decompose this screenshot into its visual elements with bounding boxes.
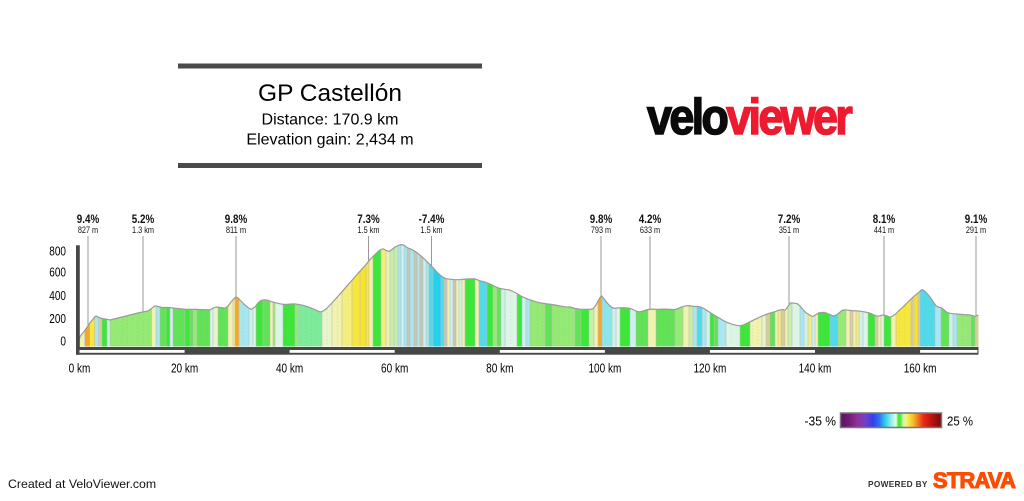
svg-text:0: 0 bbox=[60, 334, 66, 349]
svg-text:-35 %: -35 % bbox=[805, 414, 837, 429]
svg-text:-7.4%: -7.4% bbox=[419, 212, 445, 226]
svg-text:9.8%: 9.8% bbox=[225, 212, 248, 226]
svg-text:120 km: 120 km bbox=[694, 361, 727, 376]
svg-text:9.8%: 9.8% bbox=[590, 212, 613, 226]
svg-text:9.1%: 9.1% bbox=[965, 212, 988, 226]
svg-text:GP Castellón: GP Castellón bbox=[258, 80, 402, 107]
svg-text:600: 600 bbox=[49, 265, 66, 280]
svg-text:200: 200 bbox=[49, 311, 66, 326]
svg-text:1.3 km: 1.3 km bbox=[132, 225, 154, 236]
svg-text:291 m: 291 m bbox=[966, 225, 986, 236]
svg-text:POWERED BY: POWERED BY bbox=[868, 479, 928, 489]
svg-text:1.5 km: 1.5 km bbox=[421, 225, 443, 236]
svg-text:140 km: 140 km bbox=[799, 361, 832, 376]
svg-text:827 m: 827 m bbox=[78, 225, 98, 236]
svg-text:400: 400 bbox=[49, 288, 66, 303]
svg-text:Created at VeloViewer.com: Created at VeloViewer.com bbox=[8, 477, 156, 491]
svg-text:25 %: 25 % bbox=[947, 414, 973, 429]
svg-text:793 m: 793 m bbox=[591, 225, 611, 236]
svg-text:811 m: 811 m bbox=[226, 225, 246, 236]
svg-text:60 km: 60 km bbox=[381, 361, 408, 376]
svg-text:STRAVA: STRAVA bbox=[933, 468, 1016, 493]
svg-text:0 km: 0 km bbox=[69, 361, 91, 376]
svg-text:5.2%: 5.2% bbox=[132, 212, 155, 226]
svg-text:Distance: 170.9 km: Distance: 170.9 km bbox=[262, 112, 399, 129]
svg-text:1.5 km: 1.5 km bbox=[358, 225, 380, 236]
svg-text:633 m: 633 m bbox=[640, 225, 660, 236]
svg-text:Elevation gain: 2,434 m: Elevation gain: 2,434 m bbox=[246, 132, 413, 149]
svg-text:160 km: 160 km bbox=[904, 361, 937, 376]
svg-text:7.3%: 7.3% bbox=[357, 212, 380, 226]
svg-text:veloviewer: veloviewer bbox=[647, 90, 852, 146]
svg-text:4.2%: 4.2% bbox=[639, 212, 662, 226]
svg-text:100 km: 100 km bbox=[589, 361, 622, 376]
svg-text:351 m: 351 m bbox=[779, 225, 799, 236]
svg-text:40 km: 40 km bbox=[276, 361, 303, 376]
svg-text:8.1%: 8.1% bbox=[873, 212, 896, 226]
svg-text:7.2%: 7.2% bbox=[778, 212, 801, 226]
svg-text:800: 800 bbox=[49, 244, 66, 259]
svg-text:9.4%: 9.4% bbox=[77, 212, 100, 226]
svg-text:441 m: 441 m bbox=[874, 225, 894, 236]
svg-text:80 km: 80 km bbox=[486, 361, 513, 376]
svg-text:20 km: 20 km bbox=[171, 361, 198, 376]
